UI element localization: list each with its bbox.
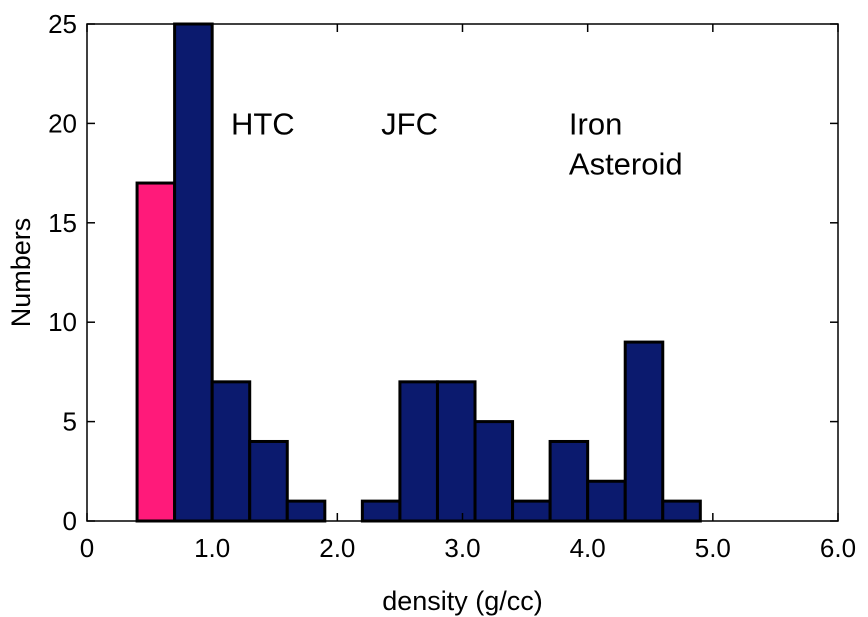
bar-6 bbox=[360, 499, 402, 523]
bar-8 bbox=[435, 380, 477, 523]
bar-12 bbox=[586, 479, 627, 523]
ticks-group: 0 1.0 2.0 3.0 4.0 5.0 6.0 0 5 10 15 20 25 bbox=[48, 9, 856, 563]
bar-7 bbox=[398, 380, 439, 523]
annotation-iron-asteroid: Iron Asteroid bbox=[569, 106, 683, 181]
x-tick-label-6: 6.0 bbox=[820, 533, 856, 563]
annotations-group: HTC JFC Iron Asteroid bbox=[231, 106, 683, 181]
bar-1 bbox=[173, 22, 214, 523]
bar-3 bbox=[248, 439, 289, 523]
bar-13 bbox=[623, 340, 665, 523]
annotation-htc: HTC bbox=[231, 106, 295, 141]
bar-10 bbox=[511, 499, 552, 523]
y-tick-label-3: 15 bbox=[48, 208, 77, 238]
bar-14 bbox=[661, 499, 702, 523]
x-tick-label-3: 3.0 bbox=[444, 533, 480, 563]
bar-4 bbox=[285, 499, 327, 523]
bar-9 bbox=[473, 420, 515, 523]
y-tick-label-1: 5 bbox=[63, 407, 77, 437]
annotation-jfc: JFC bbox=[381, 106, 438, 141]
y-tick-label-4: 20 bbox=[48, 108, 77, 138]
y-tick-label-2: 10 bbox=[48, 307, 77, 337]
y-tick-label-5: 25 bbox=[48, 9, 77, 39]
y-tick-label-0: 0 bbox=[63, 506, 77, 536]
bar-11 bbox=[548, 439, 590, 523]
y-axis-label: Numbers bbox=[6, 218, 36, 328]
x-tick-label-4: 4.0 bbox=[570, 533, 606, 563]
x-axis-label: density (g/cc) bbox=[382, 586, 543, 616]
x-tick-label-2: 2.0 bbox=[319, 533, 355, 563]
bar-0 bbox=[135, 181, 177, 523]
bar-2 bbox=[210, 380, 252, 523]
x-tick-label-0: 0 bbox=[80, 533, 94, 563]
x-tick-label-5: 5.0 bbox=[695, 533, 731, 563]
bars-group bbox=[135, 22, 702, 523]
x-tick-label-1: 1.0 bbox=[194, 533, 230, 563]
